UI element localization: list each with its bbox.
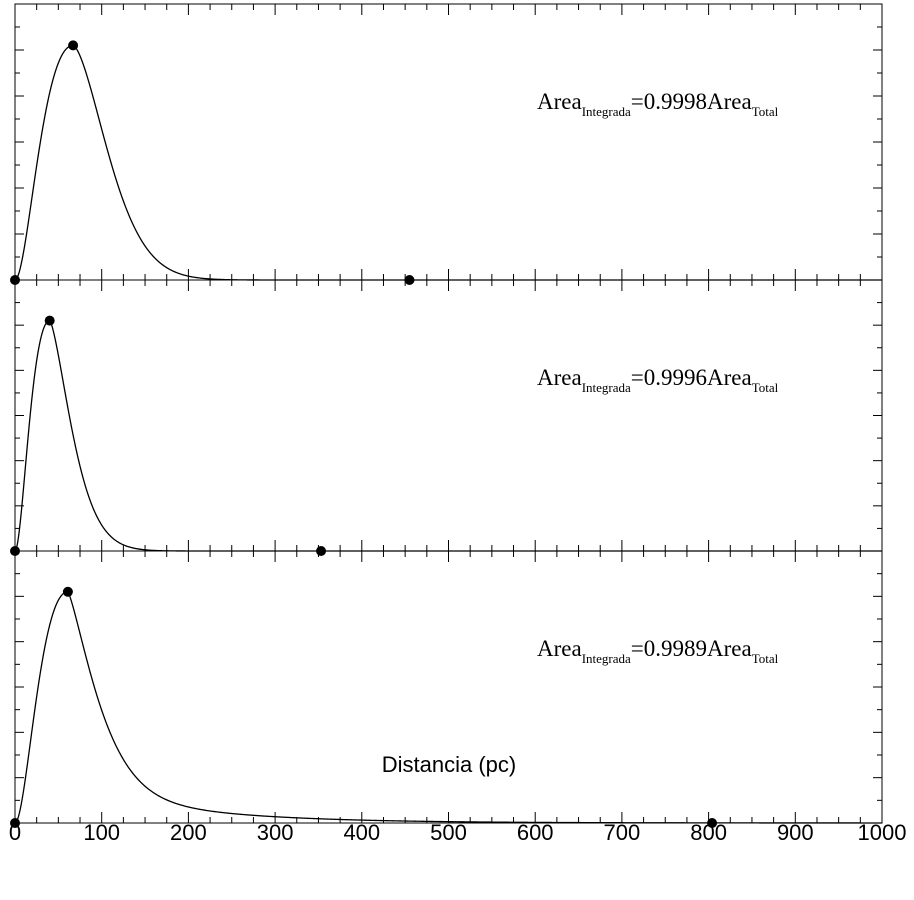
x-tick-label: 200 xyxy=(170,820,207,845)
x-tick-label: 500 xyxy=(430,820,467,845)
point-marker xyxy=(10,818,20,828)
panel-frame xyxy=(14,279,883,552)
annotation-main: Area xyxy=(537,89,582,114)
point-marker xyxy=(68,40,79,51)
area-annotation: AreaIntegrada=0.9989AreaTotal xyxy=(537,636,779,666)
panel-2: AreaIntegrada=0.9996AreaTotal xyxy=(10,279,883,556)
panel-frame xyxy=(14,3,883,281)
annotation-value: =0.9996Area xyxy=(631,365,752,390)
point-marker xyxy=(707,818,718,828)
point-marker xyxy=(62,586,73,597)
annotation-subscript: Total xyxy=(752,380,779,395)
x-tick-labels: 0 100 200 300 400 500 600 700 800 900 1000 xyxy=(9,820,907,845)
x-tick-label: 300 xyxy=(257,820,294,845)
x-tick-label: 100 xyxy=(83,820,120,845)
x-tick-label: 600 xyxy=(517,820,554,845)
point-marker xyxy=(44,315,55,326)
annotation-value: =0.9998Area xyxy=(631,89,752,114)
x-tick-label: 700 xyxy=(604,820,641,845)
panel-frame xyxy=(14,550,883,824)
panel-1: AreaIntegrada=0.9998AreaTotal xyxy=(10,3,883,285)
annotation-subscript: Total xyxy=(752,104,779,119)
area-annotation: AreaIntegrada=0.9996AreaTotal xyxy=(537,365,779,395)
annotation-subscript: Integrada xyxy=(582,651,631,666)
x-tick-label: 800 xyxy=(690,820,727,845)
area-annotation: AreaIntegrada=0.9998AreaTotal xyxy=(537,89,779,119)
annotation-value: =0.9989Area xyxy=(631,636,752,661)
x-tick-label: 900 xyxy=(777,820,814,845)
annotation-subscript: Total xyxy=(752,651,779,666)
plot-panels: AreaIntegrada=0.9998AreaTotalAreaIntegra… xyxy=(10,3,883,828)
distribution-curve xyxy=(14,591,882,824)
annotation-subscript: Integrada xyxy=(582,104,631,119)
x-axis-label: Distancia (pc) xyxy=(382,752,516,777)
x-tick-label: 0 xyxy=(9,820,21,845)
x-tick-label: 1000 xyxy=(858,820,907,845)
panel-3: AreaIntegrada=0.9989AreaTotal xyxy=(10,550,883,828)
annotation-main: Area xyxy=(537,365,582,390)
distribution-curve xyxy=(14,319,882,552)
distribution-curve xyxy=(14,44,882,281)
annotation-main: Area xyxy=(537,636,582,661)
x-tick-label: 400 xyxy=(343,820,380,845)
annotation-subscript: Integrada xyxy=(582,380,631,395)
